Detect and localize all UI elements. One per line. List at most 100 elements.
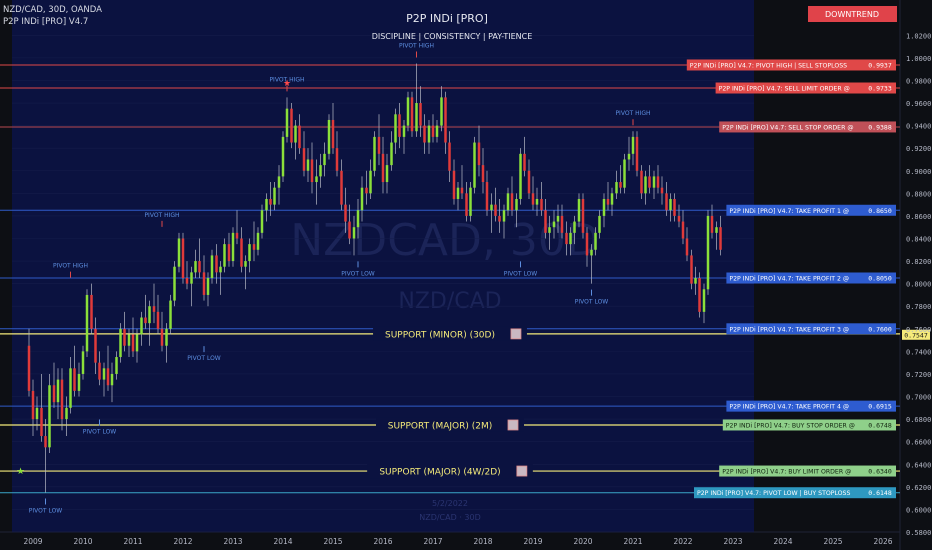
trend-badge-label: DOWNTREND (825, 10, 879, 19)
candle-body (152, 306, 156, 312)
candle-body (77, 373, 81, 391)
candle-body (502, 210, 506, 222)
candle-body (81, 351, 85, 374)
candle-body (556, 215, 560, 222)
support-label: SUPPORT (MAJOR) (2M) (388, 421, 493, 431)
price-tick-label: 0.7800 (906, 303, 931, 311)
candle-body (48, 385, 51, 448)
price-tick-label: 0.9200 (906, 145, 931, 153)
candle-body (377, 136, 381, 154)
price-axis-tag-box (902, 329, 930, 340)
candle-body (340, 170, 343, 205)
candle-body (140, 317, 143, 335)
candle-body (315, 176, 318, 183)
level-tag-label: P2P INDi [PRO] V4.7: BUY LIMIT ORDER @ (722, 468, 851, 476)
candle-body (277, 176, 281, 188)
price-tick-label: 1.0200 (906, 32, 931, 40)
level-tag-box (726, 204, 864, 216)
candle-body (240, 238, 243, 267)
candle-body (60, 379, 64, 420)
candle-body (356, 210, 360, 228)
year-tick-label: 2016 (373, 537, 392, 546)
candle-body (177, 238, 181, 267)
candle-body (540, 198, 543, 211)
candle-body (148, 306, 151, 324)
level-tag-box (694, 487, 864, 499)
candle-body (590, 249, 593, 256)
candle-body (348, 221, 351, 239)
candle-body (110, 373, 114, 386)
candle-body (365, 187, 368, 194)
candle-body (298, 125, 301, 149)
level-tag-price-box (864, 82, 896, 94)
level-tag-label: P2P INDi [PRO] V4.7: TAKE PROFIT 4 @ (729, 403, 849, 411)
level-tag-box (719, 121, 864, 133)
candle-body (577, 198, 581, 222)
candle-body (281, 136, 285, 177)
candle-body (206, 278, 210, 295)
price-tick-label: 0.6000 (906, 506, 931, 514)
star-icon: ★ (16, 467, 24, 477)
candle-body (156, 311, 160, 329)
candle-body (190, 272, 193, 284)
price-axis[interactable]: 1.0200 1.0000 0.9800 0.9600 0.9400 0.9200 0.90… (906, 32, 931, 537)
level-tag-label: P2P INDi [PRO] V4.7: PIVOT LOW | BUY STO… (697, 490, 850, 497)
candle-body (27, 345, 31, 391)
level-tag-label: P2P INDi [PRO] V4.7: SELL STOP ORDER @ (722, 123, 853, 131)
support-labels: SUPPORT (MINOR) (30D) SUPPORT (MAJOR) (2M… (367, 326, 533, 479)
candle-body (594, 232, 597, 250)
price-tick-label: 0.9600 (906, 100, 931, 108)
candle-body (115, 357, 118, 374)
candle-body (344, 204, 347, 222)
candle-body (310, 159, 314, 183)
candle-body (435, 125, 439, 137)
candle-body (98, 362, 101, 380)
year-tick-label: 2014 (273, 537, 292, 546)
time-axis[interactable]: 2009 2010 2011 2012 2013 2014 2015 2016 2017 2018… (23, 537, 892, 546)
level-tag-box (686, 59, 864, 71)
price-tick-label: 0.8200 (906, 258, 931, 266)
candle-body (702, 289, 706, 312)
candle-body (535, 198, 539, 205)
year-tick-label: 2021 (623, 537, 642, 546)
candle-body (302, 148, 306, 171)
level-tag-box (726, 272, 864, 284)
level-tag-label: P2P INDi [PRO] V4.7: PIVOT HIGH | SELL S… (690, 62, 847, 69)
price-tick-label: 0.6400 (906, 461, 931, 469)
candle-body (485, 182, 489, 211)
level-tag-price: 0.6748 (868, 421, 892, 429)
candle-body (181, 238, 185, 278)
price-tick-label: 0.6600 (906, 439, 931, 447)
level-tag-box (719, 465, 864, 477)
candle-body (385, 165, 389, 183)
price-tick-label: 0.8400 (906, 235, 931, 243)
candle-body (406, 97, 410, 126)
candle-body (410, 97, 414, 132)
candle-body (352, 227, 356, 239)
year-tick-label: 2020 (573, 537, 592, 546)
level-tag-price: 0.8050 (868, 275, 892, 283)
pivot-low-label: PIVOT LOW (29, 507, 63, 514)
candle-body (106, 368, 110, 386)
candle-body (677, 215, 681, 222)
candle-body (710, 215, 714, 233)
candle-body (285, 108, 289, 137)
pivot-high-label: PIVOT HIGH (399, 43, 434, 50)
candle-body (319, 165, 322, 177)
symbol-line: NZD/CAD, 30D, OANDA (3, 5, 102, 15)
level-tag-price: 0.6915 (868, 403, 892, 411)
level-tag-label: P2P INDi [PRO] V4.7: TAKE PROFIT 2 @ (729, 275, 849, 283)
candle-body (269, 198, 272, 205)
candle-body (660, 187, 664, 194)
candle-body (560, 215, 564, 233)
candle-body (144, 317, 147, 324)
level-tag-price: 0.9937 (868, 61, 892, 69)
candle-body (123, 328, 126, 346)
candle-body (160, 328, 164, 346)
candle-body (373, 136, 376, 171)
candle-body (469, 187, 472, 216)
pivot-high-label: PIVOT HIGH (269, 76, 304, 83)
year-tick-label: 2024 (773, 537, 792, 546)
candle-body (665, 193, 668, 211)
